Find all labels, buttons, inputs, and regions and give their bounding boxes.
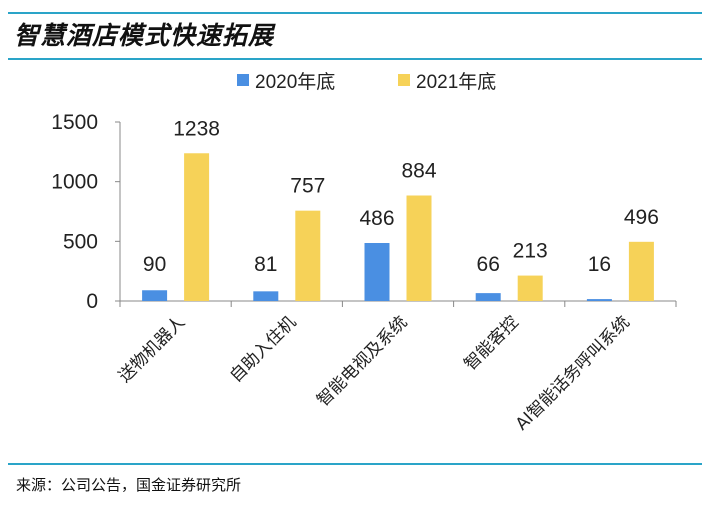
bar-2-5 <box>628 241 654 301</box>
bar-1-4 <box>475 293 501 301</box>
page-title: 智慧酒店模式快速拓展 <box>14 21 275 50</box>
source-note: 来源：公司公告，国金证券研究所 <box>16 476 242 494</box>
category-label-1: 送物机器人 <box>115 312 189 386</box>
bar-2-2 <box>295 210 321 301</box>
legend-swatch-1 <box>237 74 249 86</box>
top-rule <box>8 12 702 14</box>
y-tick-label: 0 <box>86 290 98 313</box>
y-tick-label: 1500 <box>51 111 98 134</box>
data-label-2-4: 213 <box>513 240 548 263</box>
category-label-2: 自助入住机 <box>226 312 300 386</box>
bar-1-1 <box>142 290 168 301</box>
bottom-rule <box>8 463 702 465</box>
data-label-1-4: 66 <box>477 253 500 276</box>
y-tick-label: 1000 <box>51 171 98 194</box>
category-label-5: AI智能话务呼叫系统 <box>512 312 634 434</box>
legend-label-1: 2020年底 <box>255 71 335 93</box>
data-label-1-1: 90 <box>143 253 166 276</box>
data-label-2-3: 884 <box>401 160 436 183</box>
title-rule <box>8 58 702 60</box>
data-label-2-2: 757 <box>290 175 325 198</box>
category-label-3: 智能电视及系统 <box>313 312 411 410</box>
bar-2-4 <box>517 275 543 301</box>
bar-1-2 <box>253 291 279 301</box>
bar-2-3 <box>406 195 432 301</box>
bar-2-1 <box>184 153 210 301</box>
data-label-2-5: 496 <box>624 206 659 229</box>
data-label-1-5: 16 <box>588 253 611 276</box>
data-label-1-2: 81 <box>254 253 277 276</box>
data-label-1-3: 486 <box>359 207 394 230</box>
legend-label-2: 2021年底 <box>416 71 496 93</box>
y-tick-label: 500 <box>63 230 98 253</box>
bar-1-5 <box>586 299 612 301</box>
category-label-4: 智能客控 <box>461 312 523 374</box>
data-label-2-1: 1238 <box>173 117 220 140</box>
bar-1-3 <box>364 243 390 301</box>
legend-swatch-2 <box>398 74 410 86</box>
